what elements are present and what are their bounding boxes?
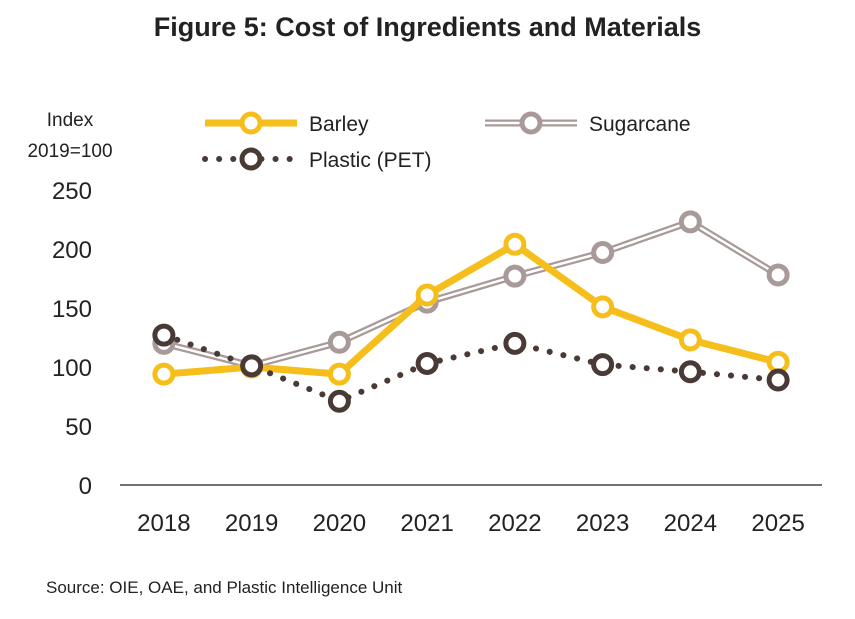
legend-marker: [519, 111, 543, 135]
data-point: [766, 263, 790, 287]
data-point: [415, 283, 439, 307]
x-tick-label: 2019: [225, 510, 278, 537]
legend-label: Plastic (PET): [309, 149, 432, 172]
data-point: [503, 232, 527, 256]
data-point: [678, 328, 702, 352]
data-point: [415, 351, 439, 375]
legend-item: Sugarcane: [485, 111, 691, 136]
data-point: [152, 362, 176, 386]
data-point: [766, 368, 790, 392]
chart-title: Figure 5: Cost of Ingredients and Materi…: [153, 12, 702, 42]
data-point: [678, 210, 702, 234]
y-tick-label: 150: [52, 296, 92, 323]
y-tick-label: 0: [79, 473, 92, 500]
y-tick-label: 50: [65, 414, 92, 441]
data-point: [678, 360, 702, 384]
legend-item: Plastic (PET): [202, 147, 432, 172]
x-tick-label: 2025: [751, 510, 804, 537]
data-point: [503, 264, 527, 288]
y-axis-label-line1: Index: [47, 110, 94, 131]
series-barley: [152, 232, 790, 386]
data-point: [240, 354, 264, 378]
series-line-inner: [163, 220, 779, 368]
y-tick-label: 250: [52, 178, 92, 205]
x-tick-label: 2023: [576, 510, 629, 537]
data-point: [503, 331, 527, 355]
source-note: Source: OIE, OAE, and Plastic Intelligen…: [46, 578, 403, 597]
y-axis-label-line2: 2019=100: [27, 141, 112, 162]
data-point: [327, 330, 351, 354]
legend-label: Sugarcane: [589, 113, 691, 136]
data-point: [591, 295, 615, 319]
data-point: [327, 362, 351, 386]
data-point: [591, 241, 615, 265]
series-line: [163, 240, 779, 378]
y-tick-label: 200: [52, 237, 92, 264]
legend-marker: [239, 111, 263, 135]
x-tick-label: 2022: [488, 510, 541, 537]
legend-marker: [239, 147, 263, 171]
series-plastic-pet: [152, 323, 790, 413]
x-tick-label: 2021: [400, 510, 453, 537]
x-tick-label: 2018: [137, 510, 190, 537]
series-line: [160, 332, 782, 405]
data-point: [152, 323, 176, 347]
x-tick-label: 2024: [664, 510, 717, 537]
data-point: [327, 389, 351, 413]
y-tick-label: 100: [52, 355, 92, 382]
x-tick-label: 2020: [313, 510, 366, 537]
legend-item: Barley: [205, 111, 369, 136]
legend-label: Barley: [309, 113, 369, 136]
data-point: [591, 353, 615, 377]
